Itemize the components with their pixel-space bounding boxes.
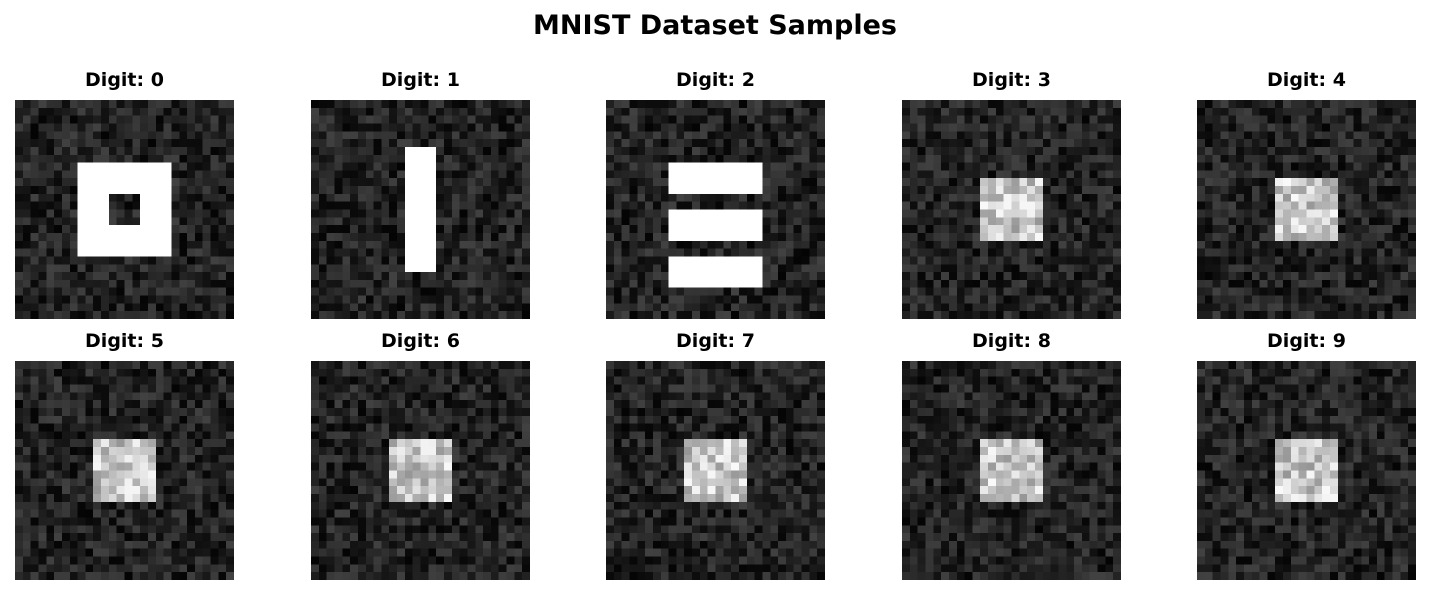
sample-label: Digit: 2	[676, 69, 755, 91]
sample-label: Digit: 3	[972, 69, 1051, 91]
sample-label: Digit: 9	[1267, 330, 1346, 352]
digit-5-image	[15, 361, 234, 580]
digit-7-image	[606, 361, 825, 580]
sample-label: Digit: 6	[381, 330, 460, 352]
digit-6-image	[311, 361, 530, 580]
digit-8-image	[902, 361, 1121, 580]
sample-label: Digit: 1	[381, 69, 460, 91]
digit-4-image	[1197, 100, 1416, 319]
digit-0-image	[15, 100, 234, 319]
sample-label: Digit: 5	[85, 330, 164, 352]
digit-3-image	[902, 100, 1121, 319]
sample-label: Digit: 0	[85, 69, 164, 91]
digit-2-image	[606, 100, 825, 319]
digit-1-image	[311, 100, 530, 319]
figure-title: MNIST Dataset Samples	[533, 10, 897, 41]
digit-9-image	[1197, 361, 1416, 580]
sample-label: Digit: 4	[1267, 69, 1346, 91]
sample-label: Digit: 8	[972, 330, 1051, 352]
sample-label: Digit: 7	[676, 330, 755, 352]
